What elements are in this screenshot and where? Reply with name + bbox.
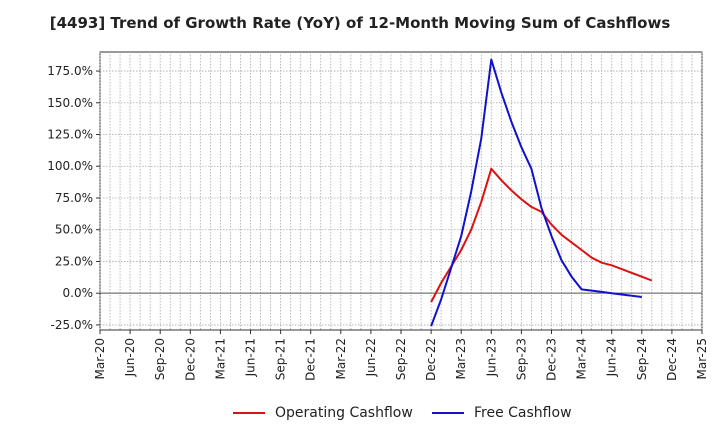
legend: Operating Cashflow Free Cashflow [0,405,720,427]
series-line-operating-cashflow [430,167,653,303]
legend-item-free-cashflow: Free Cashflow [432,405,572,421]
x-tick-label: Sep-22 [394,338,408,380]
y-tick-label: 25.0% [55,254,93,268]
chart-title: [4493] Trend of Growth Rate (YoY) of 12-… [49,14,671,32]
x-tick-label: Mar-22 [334,338,348,379]
y-tick-label: 75.0% [55,191,93,205]
y-tick-label: 175.0% [47,64,93,78]
legend-item-operating-cashflow: Operating Cashflow [233,405,413,421]
x-tick-label: Mar-20 [93,338,107,379]
x-tick-label: Dec-23 [545,338,559,381]
series-line-free-cashflow [430,58,642,327]
x-tick-label: Mar-24 [575,338,589,379]
x-tick-label: Dec-22 [424,338,438,381]
legend-swatch-free-cashflow [432,412,464,414]
x-tick-label: Sep-21 [274,338,288,380]
x-tick-label: Dec-20 [183,338,197,381]
x-tick-label: Dec-21 [304,338,318,381]
x-tick-label: Dec-24 [665,338,679,381]
x-tick-label: Jun-20 [123,338,137,377]
y-tick-label: 50.0% [55,223,93,237]
x-tick-label: Sep-24 [635,338,649,380]
x-tick-label: Jun-21 [244,338,258,377]
x-tick-label: Jun-23 [484,338,498,377]
legend-label-operating-cashflow: Operating Cashflow [275,405,413,421]
y-tick-label: -25.0% [51,318,93,332]
x-tick-label: Mar-23 [454,338,468,379]
y-tick-label: 0.0% [63,286,94,300]
legend-swatch-operating-cashflow [233,412,265,414]
x-tick-label: Sep-20 [153,338,167,380]
y-tick-label: 125.0% [47,128,93,142]
x-tick-label: Mar-21 [213,338,227,379]
x-tick-label: Mar-25 [695,338,709,379]
x-tick-label: Sep-23 [514,338,528,380]
y-tick-label: 150.0% [47,96,93,110]
legend-label-free-cashflow: Free Cashflow [474,405,572,421]
x-tick-label: Jun-24 [605,338,619,377]
x-tick-label: Jun-22 [364,338,378,377]
y-tick-label: 100.0% [47,159,93,173]
